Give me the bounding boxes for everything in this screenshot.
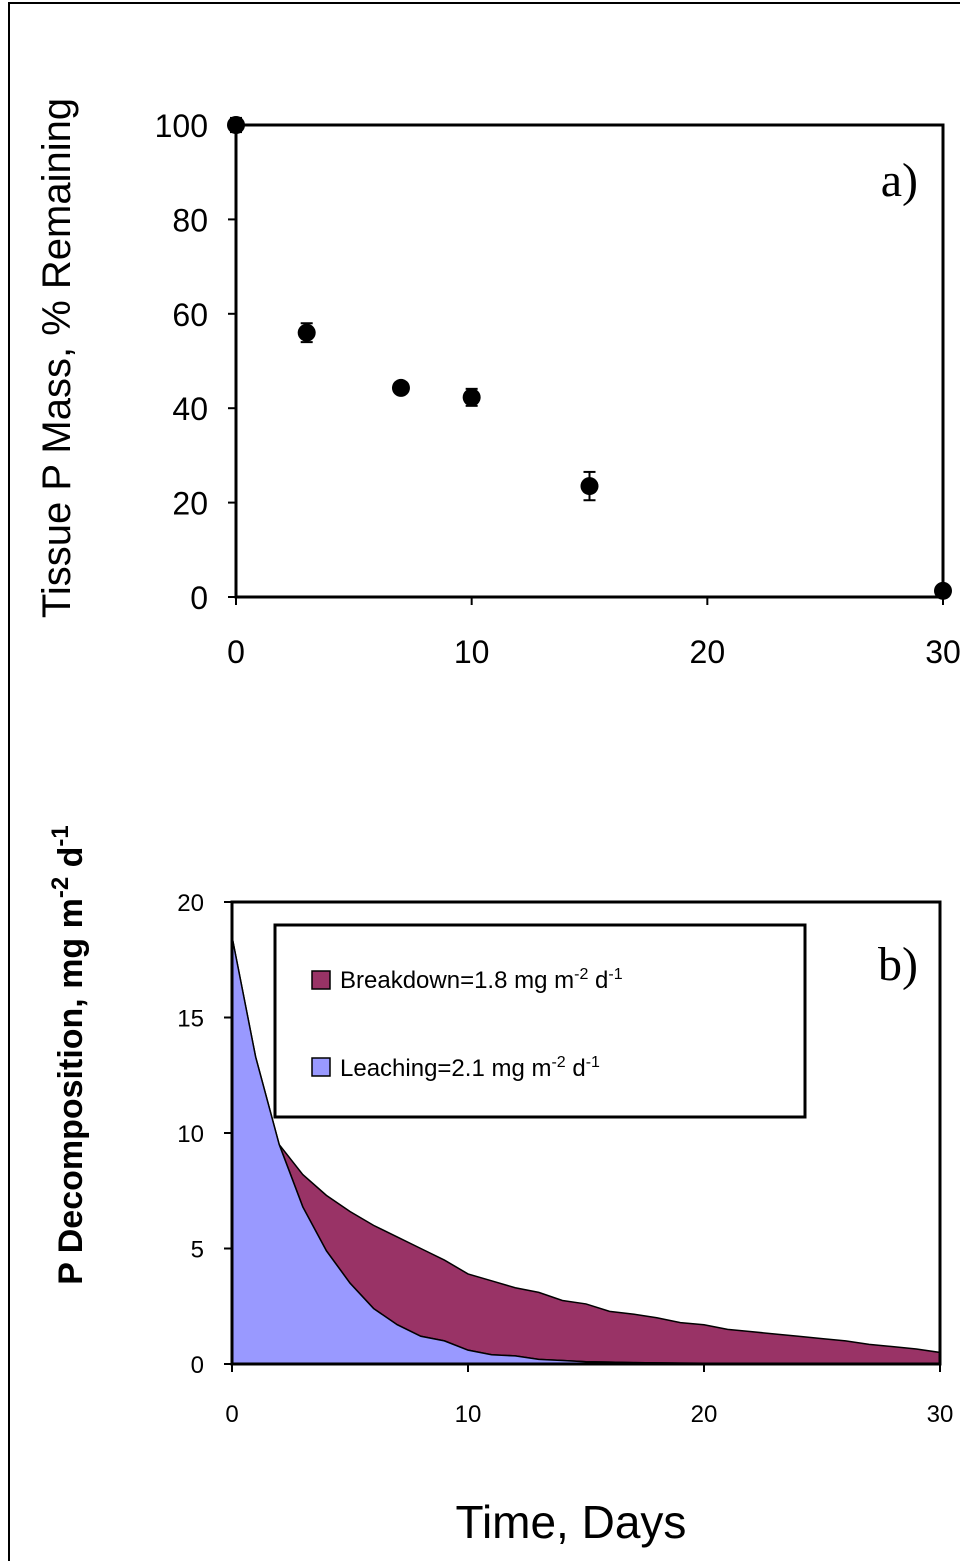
data-point [391,378,410,397]
x-tick-label-a: 20 [690,634,726,670]
data-point [227,116,245,134]
y-tick-label-b: 20 [177,890,204,917]
x-ticks-b: 0 10 20 30 [225,1364,953,1428]
x-axis-title: Time, Days [456,1496,687,1548]
x-tick-label-a: 0 [227,634,245,670]
panel-label-b: b) [878,938,918,991]
y-ticks-a: 0 20 40 60 80 100 [155,108,236,616]
chart-panel-a: a) Tissue P Mass, % Remaining 0 20 40 60 80 1… [35,98,960,670]
data-point [462,388,481,407]
legend-item-breakdown: Breakdown=1.8 mg m-2 d-1 [311,966,623,994]
y-tick-label-a: 100 [155,108,208,144]
y-axis-title-b: P Decomposition, mg m-2 d-1 [47,825,90,1285]
y-tick-label-b: 15 [177,1006,204,1033]
chart-panel-b: Breakdown=1.8 mg m-2 d-1 Leaching=2.1 mg… [47,825,953,1428]
data-point [297,323,316,342]
legend-label-leaching: Leaching=2.1 mg m-2 d-1 [340,1054,600,1082]
x-ticks-a: 0 10 20 30 [227,597,960,670]
y-tick-label-a: 60 [172,297,208,333]
x-tick-label-b: 0 [225,1401,238,1428]
x-tick-label-b: 20 [691,1401,718,1428]
x-tick-label-b: 30 [927,1401,954,1428]
plot-area-a [234,123,945,599]
panel-label-a: a) [881,154,918,207]
x-tick-label-a: 10 [454,634,490,670]
data-point [580,477,599,496]
y-ticks-b: 0 5 10 15 20 [177,890,232,1379]
figure-frame [8,2,960,1561]
y-tick-label-a: 40 [172,391,208,427]
y-tick-label-b: 0 [191,1352,204,1379]
legend: Breakdown=1.8 mg m-2 d-1 Leaching=2.1 mg… [273,923,807,1119]
x-tick-label-b: 10 [455,1401,482,1428]
data-point [934,581,952,600]
y-tick-label-a: 20 [172,486,208,522]
y-tick-label-b: 5 [191,1237,204,1264]
data-points-a [227,116,952,600]
y-axis-title-a: Tissue P Mass, % Remaining [35,98,79,618]
legend-box [273,923,807,1119]
y-tick-label-a: 0 [190,580,208,616]
y-tick-label-b: 10 [177,1121,204,1148]
legend-swatch-breakdown [311,970,331,990]
y-tick-label-a: 80 [172,202,208,238]
legend-item-leaching: Leaching=2.1 mg m-2 d-1 [311,1054,600,1082]
legend-swatch-leaching [311,1057,331,1077]
x-tick-label-a: 30 [925,634,960,670]
legend-label-breakdown: Breakdown=1.8 mg m-2 d-1 [340,966,623,994]
